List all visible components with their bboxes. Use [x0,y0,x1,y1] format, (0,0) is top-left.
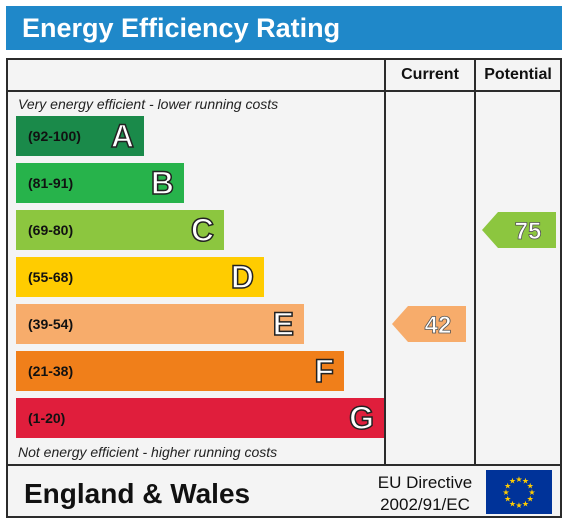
eu-star-icon: ★ [504,495,511,504]
rating-chart: Current Potential Very energy efficient … [6,58,562,518]
eu-star-icon: ★ [502,488,509,497]
eu-flag-icon: ★★★★★★★★★ ★ ★★ [486,470,552,514]
eu-star-icon: ★ [504,482,511,491]
bottom-note: Not energy efficient - higher running co… [18,444,278,460]
band-range: (1-20) [28,410,66,426]
column-divider-current [384,60,386,466]
eu-star-icon: ★ [509,499,516,508]
band-letter: G [348,399,374,437]
current-column-header: Current [401,66,459,83]
eu-directive: EU Directive 2002/91/EC [368,472,482,516]
band-f: (21-38) F [16,351,344,391]
band-d: (55-68) D [16,257,264,297]
potential-column-header: Potential [484,66,552,83]
band-letter: F [314,352,335,390]
band-letter: C [190,211,215,249]
page-title: Energy Efficiency Rating [6,6,562,50]
column-divider-potential [474,60,476,466]
eu-star-icon: ★ [509,477,516,486]
eu-star-icon: ★ [522,477,529,486]
band-g: (1-20) G [16,398,384,438]
top-note: Very energy efficient - lower running co… [18,96,279,112]
band-c: (69-80) C [16,210,224,250]
band-letter: A [110,117,135,155]
band-range: (81-91) [28,175,74,191]
band-range: (69-80) [28,222,74,238]
potential-arrow [482,212,556,248]
current-arrow [392,306,466,342]
footer-divider [8,464,560,466]
band-range: (39-54) [28,316,74,332]
eu-star-icon: ★ [527,495,534,504]
band-letter: E [272,305,295,343]
band-e: (39-54) E [16,304,304,344]
rating-arrows: 42 75 [392,212,556,342]
header-divider [8,90,560,92]
band-a: (92-100) A [16,116,144,156]
band-range: (92-100) [28,128,81,144]
directive-line-1: EU Directive [377,473,473,492]
directive-line-2: 2002/91/EC [380,495,470,514]
band-letter: B [150,164,175,202]
eu-star-icon: ★ [522,499,529,508]
band-letter: D [230,258,255,296]
band-range: (21-38) [28,363,74,379]
potential-rating-value: 75 [515,218,542,245]
region-label: England & Wales [24,478,251,509]
band-b: (81-91) B [16,163,184,203]
band-range: (55-68) [28,269,74,285]
eu-star-icon: ★ [527,482,534,491]
eu-star-icon: ★ [528,488,535,497]
eu-star-icon: ★ [515,475,522,484]
current-rating-value: 42 [425,312,452,339]
eu-star-icon: ★ [515,501,522,510]
